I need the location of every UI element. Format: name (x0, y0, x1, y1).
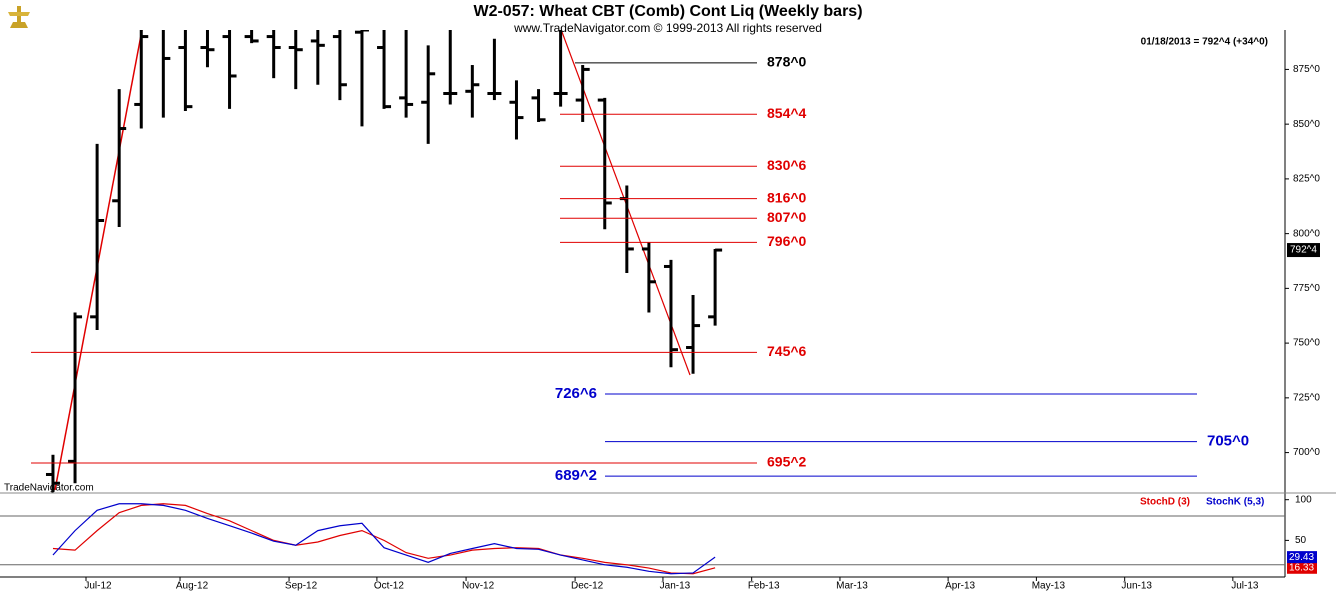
header-note: 01/18/2013 = 792^4 (+34^0) (1141, 37, 1268, 48)
level-label: 689^2 (555, 467, 597, 484)
x-tick-label: Apr-13 (945, 581, 975, 592)
x-tick-label: Nov-12 (462, 581, 495, 592)
y-tick-label: 775^0 (1293, 283, 1320, 294)
logo (6, 4, 32, 32)
level-label: 878^0 (767, 54, 807, 70)
last-value-box (1287, 551, 1317, 564)
level-label: 726^6 (555, 385, 597, 402)
level-label: 816^0 (767, 189, 807, 205)
last-value-label: 792^4 (1290, 245, 1317, 256)
chart-subtitle: www.TradeNavigator.com © 1999-2013 All r… (513, 21, 822, 35)
x-tick-label: May-13 (1032, 581, 1066, 592)
watermark: TradeNavigator.com (4, 483, 94, 494)
legend-entry: StochD (3) (1140, 497, 1190, 508)
y-tick-label: 825^0 (1293, 174, 1320, 185)
y-tick-label: 875^0 (1293, 64, 1320, 75)
y-tick-label: 100 (1295, 494, 1312, 505)
x-tick-label: Mar-13 (836, 581, 868, 592)
stoch-line (52, 503, 716, 575)
x-tick-label: Jun-13 (1121, 581, 1152, 592)
x-tick-label: Feb-13 (748, 581, 780, 592)
chart-title: W2-057: Wheat CBT (Comb) Cont Liq (Weekl… (473, 3, 862, 20)
stoch-line (52, 503, 716, 575)
price-panel (45, 30, 723, 492)
x-tick-label: Jul-13 (1231, 581, 1259, 592)
overlay: 700^0 725^0 750^0 775^0 800^0 825^0 850^0 875^0… (31, 54, 1320, 592)
y-tick-label: 50 (1295, 535, 1307, 546)
last-value-label: 16.33 (1289, 562, 1314, 573)
y-tick-label: 700^0 (1293, 447, 1320, 458)
y-tick-label: 800^0 (1293, 228, 1320, 239)
x-tick-label: Jul-12 (84, 581, 112, 592)
legend-entry: StochK (5,3) (1206, 497, 1264, 508)
last-value-box (1287, 243, 1320, 258)
y-tick-label: 725^0 (1293, 392, 1320, 403)
last-value-label: 29.43 (1289, 552, 1314, 563)
level-label: 705^0 (1207, 433, 1249, 450)
level-label: 695^2 (767, 454, 807, 470)
x-tick-label: Aug-12 (176, 581, 209, 592)
x-tick-label: Dec-12 (571, 581, 604, 592)
x-tick-label: Oct-12 (374, 581, 404, 592)
stoch-panel (0, 503, 1285, 575)
level-label: 796^0 (767, 233, 807, 249)
y-tick-label: 850^0 (1293, 119, 1320, 130)
level-label: 745^6 (767, 343, 807, 359)
x-tick-label: Jan-13 (660, 581, 691, 592)
level-label: 854^4 (767, 105, 807, 121)
x-tick-label: Sep-12 (285, 581, 318, 592)
level-label: 830^6 (767, 157, 807, 173)
last-value-box (1287, 561, 1317, 574)
y-tick-label: 750^0 (1293, 338, 1320, 349)
level-label: 807^0 (767, 209, 807, 225)
